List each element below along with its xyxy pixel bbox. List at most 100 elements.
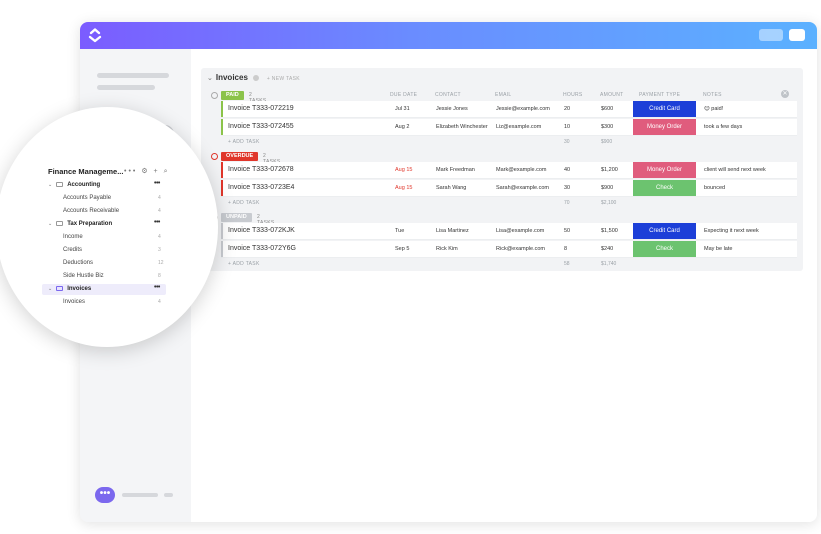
payment-type-badge[interactable]: Money Order (633, 162, 696, 178)
payment-type-badge[interactable]: Credit Card (633, 223, 696, 239)
clickup-logo-icon[interactable] (86, 26, 104, 44)
column-header-notes[interactable]: NOTES (703, 92, 722, 98)
column-header-due-date[interactable]: DUE DATE (390, 92, 418, 98)
table-row[interactable]: Invoice T333-072678 Aug 15 Mark Freedman… (221, 162, 797, 179)
email[interactable]: Sarah@example.com (496, 185, 549, 191)
contact[interactable]: Lisa Martinez (436, 228, 469, 234)
sidebar-item-credits[interactable]: Credits (63, 247, 83, 253)
due-date[interactable]: Aug 15 (395, 167, 413, 173)
hours[interactable]: 40 (564, 167, 571, 173)
notes[interactable]: took a few days (704, 124, 743, 130)
task-name[interactable]: Invoice T333-072Y6G (228, 245, 296, 252)
chevron-down-icon[interactable]: ⌄ (48, 221, 53, 228)
amount[interactable]: $240 (601, 246, 614, 252)
add-task-button[interactable]: + ADD TASK (228, 139, 260, 145)
column-header-payment-type[interactable]: PAYMENT TYPE (639, 92, 681, 98)
sidebar-item-invoices[interactable]: Invoices (63, 299, 86, 305)
column-header-email[interactable]: EMAIL (495, 92, 512, 98)
hours[interactable]: 20 (564, 106, 571, 112)
contact[interactable]: Elizabeth Winchester (436, 124, 488, 130)
hours[interactable]: 30 (564, 185, 571, 191)
contact[interactable]: Rick Kim (436, 246, 458, 252)
email[interactable]: Lisa@example.com (496, 228, 545, 234)
topbar-button-primary[interactable] (789, 29, 805, 41)
due-date[interactable]: Jul 31 (395, 106, 410, 112)
status-badge[interactable]: OVERDUE (221, 152, 259, 161)
status-badge[interactable]: PAID (221, 91, 244, 100)
more-icon[interactable]: ••• (154, 284, 160, 291)
task-name[interactable]: Invoice T333-072KJK (228, 227, 295, 234)
close-icon[interactable]: ✕ (781, 90, 789, 98)
table-row[interactable]: Invoice T333-072KJK Tue Lisa Martinez Li… (221, 223, 797, 240)
collapse-icon[interactable] (211, 153, 218, 160)
amount[interactable]: $600 (601, 106, 614, 112)
chat-icon[interactable]: ••• (95, 487, 115, 503)
due-date[interactable]: Sep 5 (395, 246, 410, 252)
task-name[interactable]: Invoice T333-072678 (228, 166, 294, 173)
hours[interactable]: 10 (564, 124, 571, 130)
sidebar-folder-tax-preparation[interactable]: ⌄ Tax Preparation (48, 221, 112, 227)
column-header-contact[interactable]: CONTACT (435, 92, 461, 98)
add-task-button[interactable]: + ADD TASK (228, 200, 260, 206)
table-row[interactable]: Invoice T333-0723E4 Aug 15 Sarah Wang Sa… (221, 180, 797, 197)
email[interactable]: Mark@example.com (496, 167, 547, 173)
add-task-button[interactable]: + ADD TASK (228, 261, 260, 267)
amount[interactable]: $1,200 (601, 167, 618, 173)
sidebar-folder-invoices[interactable]: ⌄ Invoices (48, 286, 91, 292)
sidebar-footer-line (164, 493, 173, 497)
payment-type-badge[interactable]: Money Order (633, 119, 696, 135)
task-name[interactable]: Invoice T333-0723E4 (228, 184, 295, 191)
sidebar-folder-accounting[interactable]: ⌄ Accounting (48, 182, 100, 188)
hours[interactable]: 8 (564, 246, 568, 252)
contact[interactable]: Sarah Wang (436, 185, 467, 191)
chevron-down-icon[interactable]: ⌄ (207, 75, 213, 82)
gear-icon[interactable]: ⚙ (141, 168, 150, 175)
column-header-hours[interactable]: HOURS (563, 92, 583, 98)
due-date[interactable]: Tue (395, 228, 405, 234)
payment-type-badge[interactable]: Check (633, 180, 696, 196)
contact[interactable]: Mark Freedman (436, 167, 475, 173)
space-title[interactable]: Finance Manageme... (48, 167, 124, 176)
column-header-amount[interactable]: AMOUNT (600, 92, 624, 98)
notes[interactable]: client will send next week (704, 167, 766, 173)
table-row[interactable]: Invoice T333-072455 Aug 2 Elizabeth Winc… (221, 119, 797, 136)
amount[interactable]: $900 (601, 185, 614, 191)
status-badge[interactable]: UNPAID (221, 213, 252, 222)
table-row[interactable]: Invoice T333-072219 Jul 31 Jessie Jones … (221, 101, 797, 118)
search-icon[interactable]: ⌕ (163, 168, 170, 175)
sidebar-item-accounts-receivable[interactable]: Accounts Receivable (63, 208, 120, 214)
sidebar-item-side-hustle-biz[interactable]: Side Hustle Biz (63, 273, 104, 279)
more-icon[interactable]: ••• (124, 168, 138, 175)
notes[interactable]: 😊 paid! (704, 106, 724, 112)
chevron-down-icon[interactable]: ⌄ (48, 182, 53, 189)
sidebar-item-deductions[interactable]: Deductions (63, 260, 94, 266)
sidebar-item-income[interactable]: Income (63, 234, 83, 240)
payment-type-badge[interactable]: Credit Card (633, 101, 696, 117)
plus-icon[interactable]: + (153, 168, 160, 175)
due-date[interactable]: Aug 2 (395, 124, 410, 130)
amount[interactable]: $1,500 (601, 228, 618, 234)
email[interactable]: Jessie@example.com (496, 106, 550, 112)
amount[interactable]: $300 (601, 124, 614, 130)
more-icon[interactable]: ••• (154, 180, 160, 187)
notes[interactable]: May be late (704, 246, 733, 252)
more-icon[interactable]: ••• (154, 219, 160, 226)
item-count: 12 (158, 260, 164, 266)
info-icon[interactable] (252, 74, 259, 81)
due-date[interactable]: Aug 15 (395, 185, 413, 191)
new-task-button[interactable]: + NEW TASK (266, 76, 300, 82)
sidebar-item-accounts-payable[interactable]: Accounts Payable (63, 195, 112, 201)
email[interactable]: Liz@example.com (496, 124, 542, 130)
notes[interactable]: Expecting it next week (704, 228, 759, 234)
hours[interactable]: 50 (564, 228, 571, 234)
email[interactable]: Rick@example.com (496, 246, 545, 252)
notes[interactable]: bounced (704, 185, 726, 191)
task-name[interactable]: Invoice T333-072219 (228, 105, 294, 112)
task-name[interactable]: Invoice T333-072455 (228, 123, 294, 130)
collapse-icon[interactable] (211, 92, 218, 99)
chevron-down-icon[interactable]: ⌄ (48, 286, 53, 293)
table-row[interactable]: Invoice T333-072Y6G Sep 5 Rick Kim Rick@… (221, 241, 797, 258)
contact[interactable]: Jessie Jones (436, 106, 468, 112)
topbar-button[interactable] (759, 29, 783, 41)
payment-type-badge[interactable]: Check (633, 241, 696, 257)
